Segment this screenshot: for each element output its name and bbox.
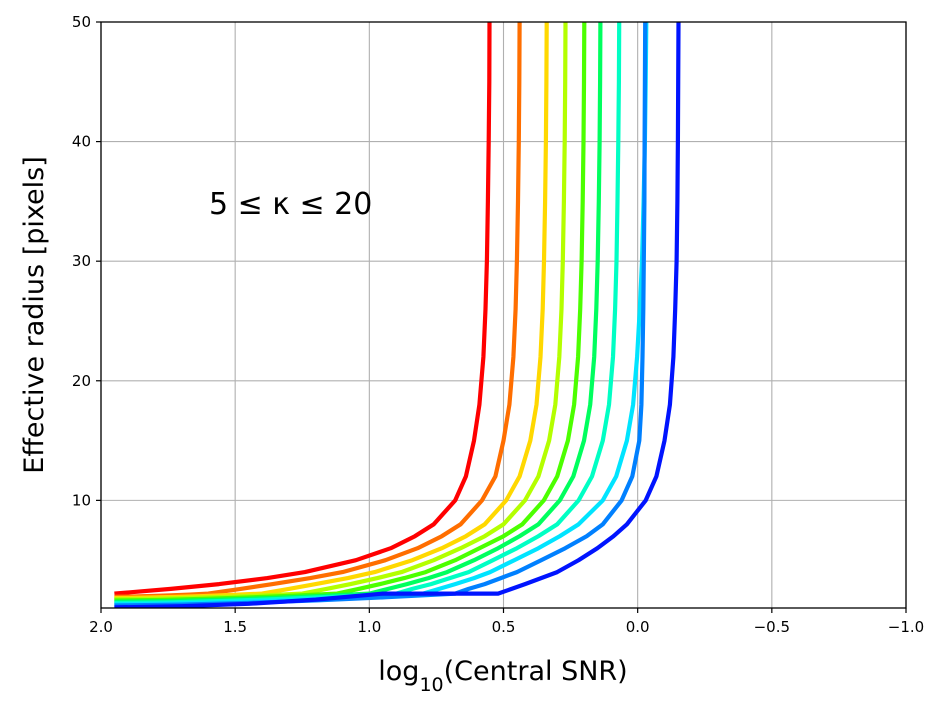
y-tick-label: 50 xyxy=(72,13,91,31)
tick-labels: 2.0 1.5 1.0 0.5 0.0 −0.5 −1.0 10 20 30 40 50 xyxy=(72,13,924,636)
x-tick-label: 1.0 xyxy=(357,618,381,636)
annotation: 5 ≤ κ ≤ 20 xyxy=(209,187,372,222)
x-tick-label: 0.0 xyxy=(626,618,650,636)
y-tick-label: 30 xyxy=(72,252,91,270)
x-tick-label: 2.0 xyxy=(89,618,113,636)
y-tick-label: 10 xyxy=(72,491,91,509)
x-tick-label: 1.5 xyxy=(223,618,247,636)
series-layer xyxy=(114,22,681,608)
x-tick-label: 0.5 xyxy=(492,618,516,636)
series-line-9 xyxy=(114,22,648,608)
y-tick-label: 40 xyxy=(72,133,91,151)
x-tick-label: −0.5 xyxy=(754,618,790,636)
y-tick-label: 20 xyxy=(72,372,91,390)
x-axis-title: log10(Central SNR) xyxy=(378,656,627,696)
x-tick-label: −1.0 xyxy=(888,618,924,636)
series-line-1 xyxy=(114,22,492,596)
series-line-10 xyxy=(114,22,681,608)
ticks xyxy=(96,21,907,613)
grid xyxy=(100,21,907,608)
y-axis-title: Effective radius [pixels] xyxy=(19,156,50,473)
